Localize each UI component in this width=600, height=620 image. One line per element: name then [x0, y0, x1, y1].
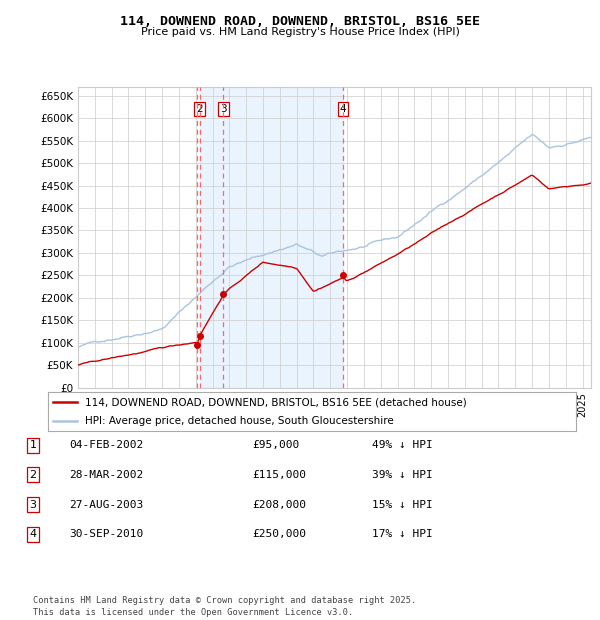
Text: 2: 2 — [29, 470, 37, 480]
Text: 15% ↓ HPI: 15% ↓ HPI — [372, 500, 433, 510]
Text: Contains HM Land Registry data © Crown copyright and database right 2025.
This d: Contains HM Land Registry data © Crown c… — [33, 596, 416, 617]
Text: 30-SEP-2010: 30-SEP-2010 — [69, 529, 143, 539]
Text: £95,000: £95,000 — [252, 440, 299, 450]
Text: 04-FEB-2002: 04-FEB-2002 — [69, 440, 143, 450]
Text: 4: 4 — [29, 529, 37, 539]
Text: £208,000: £208,000 — [252, 500, 306, 510]
Text: 3: 3 — [29, 500, 37, 510]
Text: 2: 2 — [196, 104, 203, 114]
Bar — [200, 87, 343, 388]
Text: 39% ↓ HPI: 39% ↓ HPI — [372, 470, 433, 480]
Text: 114, DOWNEND ROAD, DOWNEND, BRISTOL, BS16 5EE: 114, DOWNEND ROAD, DOWNEND, BRISTOL, BS1… — [120, 15, 480, 27]
Text: £115,000: £115,000 — [252, 470, 306, 480]
Text: HPI: Average price, detached house, South Gloucestershire: HPI: Average price, detached house, Sout… — [85, 416, 394, 427]
Text: 17% ↓ HPI: 17% ↓ HPI — [372, 529, 433, 539]
Text: 4: 4 — [340, 104, 346, 114]
Text: 49% ↓ HPI: 49% ↓ HPI — [372, 440, 433, 450]
Text: Price paid vs. HM Land Registry's House Price Index (HPI): Price paid vs. HM Land Registry's House … — [140, 27, 460, 37]
Text: £250,000: £250,000 — [252, 529, 306, 539]
Text: 27-AUG-2003: 27-AUG-2003 — [69, 500, 143, 510]
Text: 114, DOWNEND ROAD, DOWNEND, BRISTOL, BS16 5EE (detached house): 114, DOWNEND ROAD, DOWNEND, BRISTOL, BS1… — [85, 397, 467, 407]
Text: 28-MAR-2002: 28-MAR-2002 — [69, 470, 143, 480]
Text: 1: 1 — [29, 440, 37, 450]
Text: 3: 3 — [220, 104, 227, 114]
